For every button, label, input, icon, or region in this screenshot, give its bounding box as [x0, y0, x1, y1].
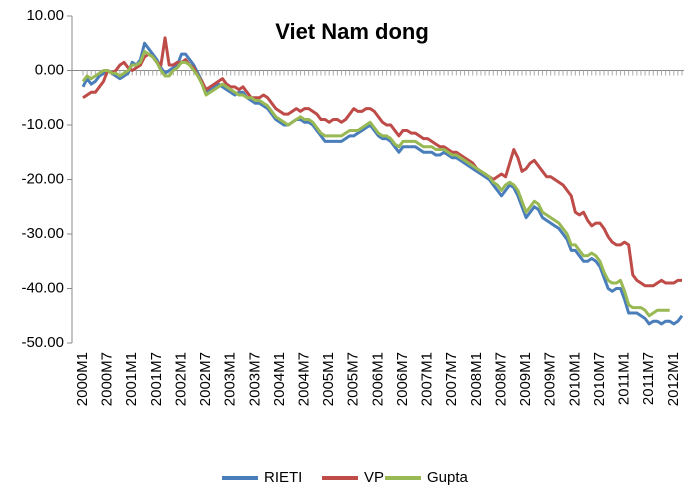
x-tick-label: 2006M7 [394, 352, 411, 406]
x-tick-label: 2012M1 [665, 352, 682, 406]
x-tick-label: 2010M7 [591, 352, 608, 406]
x-tick-label: 2001M1 [123, 352, 140, 406]
x-tick-label: 2003M1 [222, 352, 239, 406]
x-tick-label: 2006M1 [369, 352, 386, 406]
chart-title: Viet Nam dong [275, 19, 429, 44]
y-tick-label: 0.00 [35, 61, 64, 78]
x-tick-label: 2000M7 [99, 352, 116, 406]
legend-label: VP [364, 469, 384, 486]
x-tick-label: 2008M1 [468, 352, 485, 406]
x-tick-label: 2005M7 [345, 352, 362, 406]
x-tick-label: 2011M7 [640, 352, 657, 405]
series-line [81, 49, 670, 318]
series-line [81, 41, 684, 326]
x-tick-label: 2003M7 [246, 352, 263, 406]
y-tick-label: -50.00 [21, 334, 64, 351]
x-tick-label: 2008M7 [492, 352, 509, 406]
x-tick-label: 2011M1 [616, 352, 633, 405]
x-tick-label: 2002M7 [197, 352, 214, 406]
y-tick-label: -20.00 [21, 170, 64, 187]
y-tick-label: -30.00 [21, 225, 64, 242]
x-tick-label: 2004M1 [271, 352, 288, 406]
x-tick-label: 2007M1 [419, 352, 436, 406]
legend-label: Gupta [427, 469, 469, 486]
x-tick-label: 2007M7 [443, 352, 460, 406]
x-tick-label: 2009M1 [517, 352, 534, 406]
legend-label: RIETI [264, 469, 302, 486]
y-tick-label: -40.00 [21, 279, 64, 296]
x-tick-label: 2009M7 [542, 352, 559, 406]
x-tick-label: 2001M7 [148, 352, 165, 406]
y-tick-label: 10.00 [26, 7, 64, 24]
y-tick-label: -10.00 [21, 116, 64, 133]
x-tick-label: 2010M1 [566, 352, 583, 406]
x-tick-label: 2002M1 [172, 352, 189, 406]
x-tick-label: 2005M1 [320, 352, 337, 406]
x-tick-label: 2000M1 [74, 352, 91, 406]
x-tick-label: 2004M7 [296, 352, 313, 406]
